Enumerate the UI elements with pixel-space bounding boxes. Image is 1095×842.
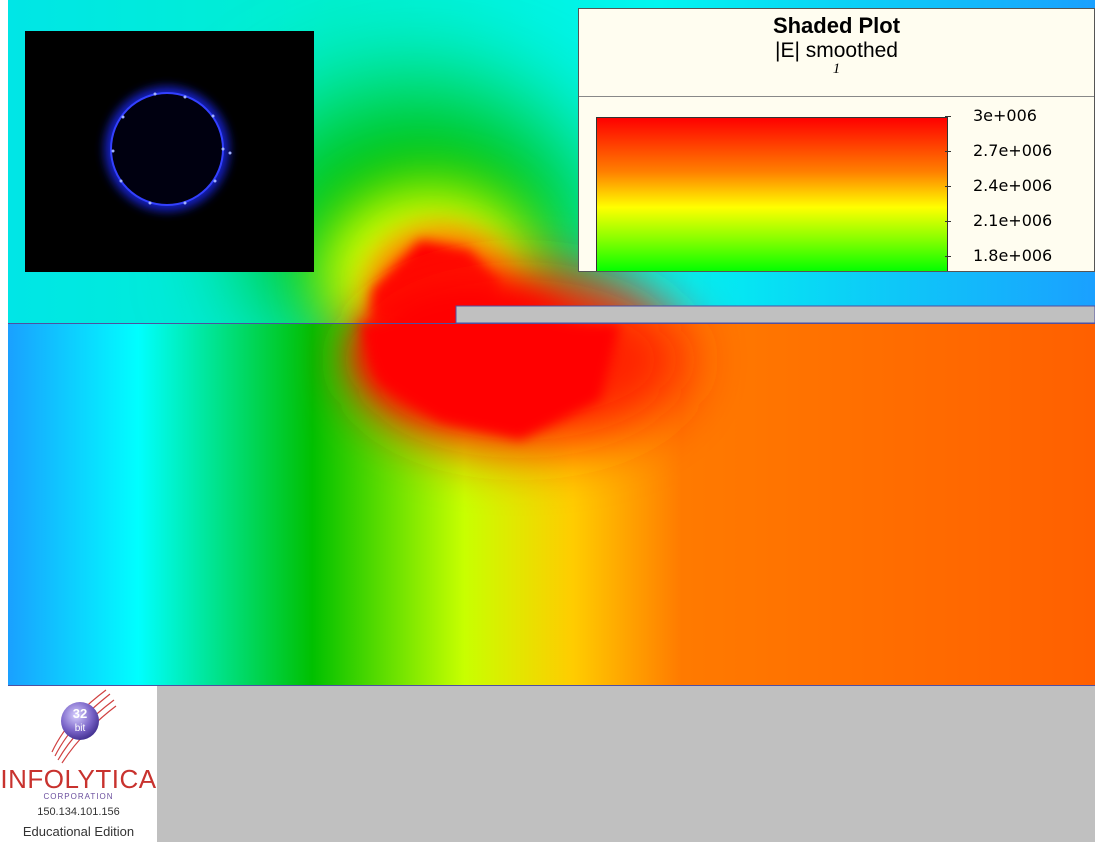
legend-color-bar [596,117,948,271]
shaded-plot-legend: Shaded Plot |E| smoothed 1 3e+006 2.7e+0… [578,8,1095,272]
infolytica-logo: 32 bit INFOLYTICA CORPORATION 150.134.10… [0,686,157,842]
legend-header: Shaded Plot |E| smoothed 1 [579,9,1094,97]
legend-tick-label: 2.1e+006 [973,211,1053,230]
logo-badge-top: 32 [73,706,87,721]
conductor-strip [455,305,1095,324]
legend-tick-mark [945,151,951,152]
legend-tick-mark [945,186,951,187]
host-ip-address: 150.134.101.156 [37,806,120,818]
mesh-nodes [111,92,232,205]
empty-gray-panel [157,686,1095,842]
inset-view[interactable] [25,31,314,272]
logo-corporation: CORPORATION [43,792,114,801]
conductor-circle [110,92,224,206]
legend-tick-mark [945,116,951,117]
inset-canvas [105,87,232,211]
legend-title: Shaded Plot [772,13,901,38]
edition-label: Educational Edition [22,824,135,839]
logo-globe-icon: 32 bit [51,689,117,764]
legend-step: 1 [832,61,841,77]
logo-brand: INFOLYTICA [0,764,157,794]
legend-tick-label: 3e+006 [973,106,1037,125]
legend-tick-label: 2.7e+006 [973,141,1053,160]
legend-tick-label: 2.4e+006 [973,176,1053,195]
legend-subtitle: |E| smoothed [775,39,898,62]
logo-badge-bottom: bit [75,723,86,734]
legend-tick-mark [945,221,951,222]
legend-tick-mark [945,256,951,257]
legend-tick-label: 1.8e+006 [973,246,1053,265]
lower-region [8,270,1095,686]
